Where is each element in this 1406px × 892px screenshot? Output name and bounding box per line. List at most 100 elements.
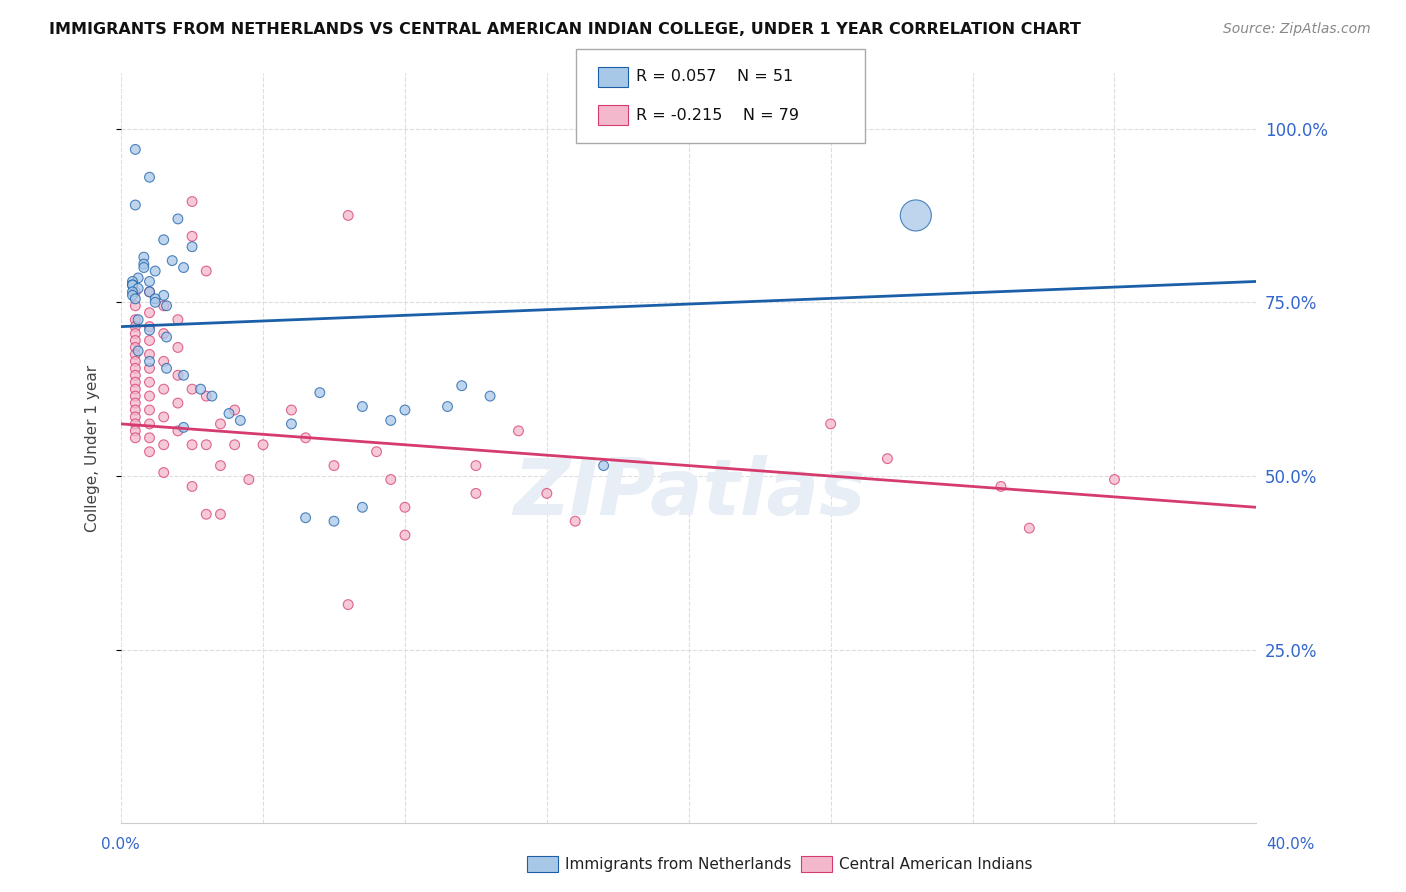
Point (536, 486, 558, 500)
Point (209, 458, 232, 473)
Point (352, 400, 374, 414)
Point (280, 417, 302, 431)
Y-axis label: College, Under 1 year: College, Under 1 year (86, 365, 100, 532)
Point (124, 326, 146, 341)
Point (152, 233, 174, 247)
Point (1104, 473, 1126, 487)
Point (138, 319, 160, 334)
Point (124, 341, 146, 355)
Point (450, 378, 472, 392)
Point (124, 431, 146, 445)
Point (464, 458, 486, 473)
Point (195, 508, 218, 522)
Point (124, 382, 146, 396)
Point (876, 451, 898, 466)
Text: Central American Indians: Central American Indians (839, 857, 1033, 871)
Point (138, 334, 160, 348)
Point (143, 292, 166, 306)
Point (121, 277, 143, 292)
Point (181, 382, 204, 396)
Point (127, 343, 149, 358)
Point (132, 257, 155, 271)
Point (124, 403, 146, 417)
Point (380, 413, 402, 427)
Point (138, 444, 160, 458)
Point (181, 479, 204, 493)
Point (121, 288, 143, 302)
Point (294, 510, 316, 524)
Point (124, 334, 146, 348)
Point (229, 413, 252, 427)
Point (167, 312, 190, 326)
Point (124, 299, 146, 313)
Point (121, 277, 143, 292)
Point (124, 368, 146, 383)
Point (173, 420, 195, 434)
Point (152, 299, 174, 313)
Point (124, 361, 146, 376)
Point (1018, 521, 1040, 535)
Point (380, 473, 402, 487)
Point (564, 514, 586, 528)
Point (138, 361, 160, 376)
Point (592, 458, 614, 473)
Point (124, 389, 146, 403)
Point (394, 500, 416, 515)
Point (464, 486, 486, 500)
Point (308, 385, 330, 400)
Point (181, 438, 204, 452)
Point (323, 514, 346, 528)
Point (124, 347, 146, 361)
Point (173, 260, 195, 275)
Point (152, 409, 174, 424)
Point (195, 264, 218, 278)
Point (138, 431, 160, 445)
Point (155, 361, 177, 376)
Point (155, 299, 177, 313)
Point (138, 403, 160, 417)
Point (238, 473, 260, 487)
Point (124, 143, 146, 157)
Point (138, 306, 160, 320)
Point (124, 285, 146, 299)
Point (155, 330, 177, 344)
Point (138, 285, 160, 299)
Point (436, 400, 458, 414)
Point (152, 326, 174, 341)
Point (138, 285, 160, 299)
Point (152, 354, 174, 368)
Text: R = -0.215    N = 79: R = -0.215 N = 79 (636, 108, 799, 122)
Point (124, 319, 146, 334)
Point (167, 211, 190, 226)
Point (138, 347, 160, 361)
Point (190, 382, 212, 396)
Point (195, 438, 218, 452)
Point (143, 264, 166, 278)
Point (138, 323, 160, 337)
Point (124, 424, 146, 438)
Point (121, 285, 143, 299)
Point (127, 271, 149, 285)
Point (508, 424, 530, 438)
Point (252, 438, 274, 452)
Point (152, 382, 174, 396)
Point (127, 312, 149, 326)
Point (173, 368, 195, 383)
Point (218, 407, 240, 421)
Point (352, 500, 374, 515)
Point (337, 209, 360, 223)
Point (394, 528, 416, 542)
Point (209, 417, 232, 431)
Point (138, 417, 160, 431)
Point (124, 417, 146, 431)
Point (224, 403, 246, 417)
Text: Source: ZipAtlas.com: Source: ZipAtlas.com (1223, 22, 1371, 37)
Point (143, 295, 166, 310)
Point (152, 288, 174, 302)
Point (138, 375, 160, 389)
Point (167, 341, 190, 355)
Point (124, 354, 146, 368)
Point (209, 508, 232, 522)
Point (132, 260, 155, 275)
Point (181, 194, 204, 209)
